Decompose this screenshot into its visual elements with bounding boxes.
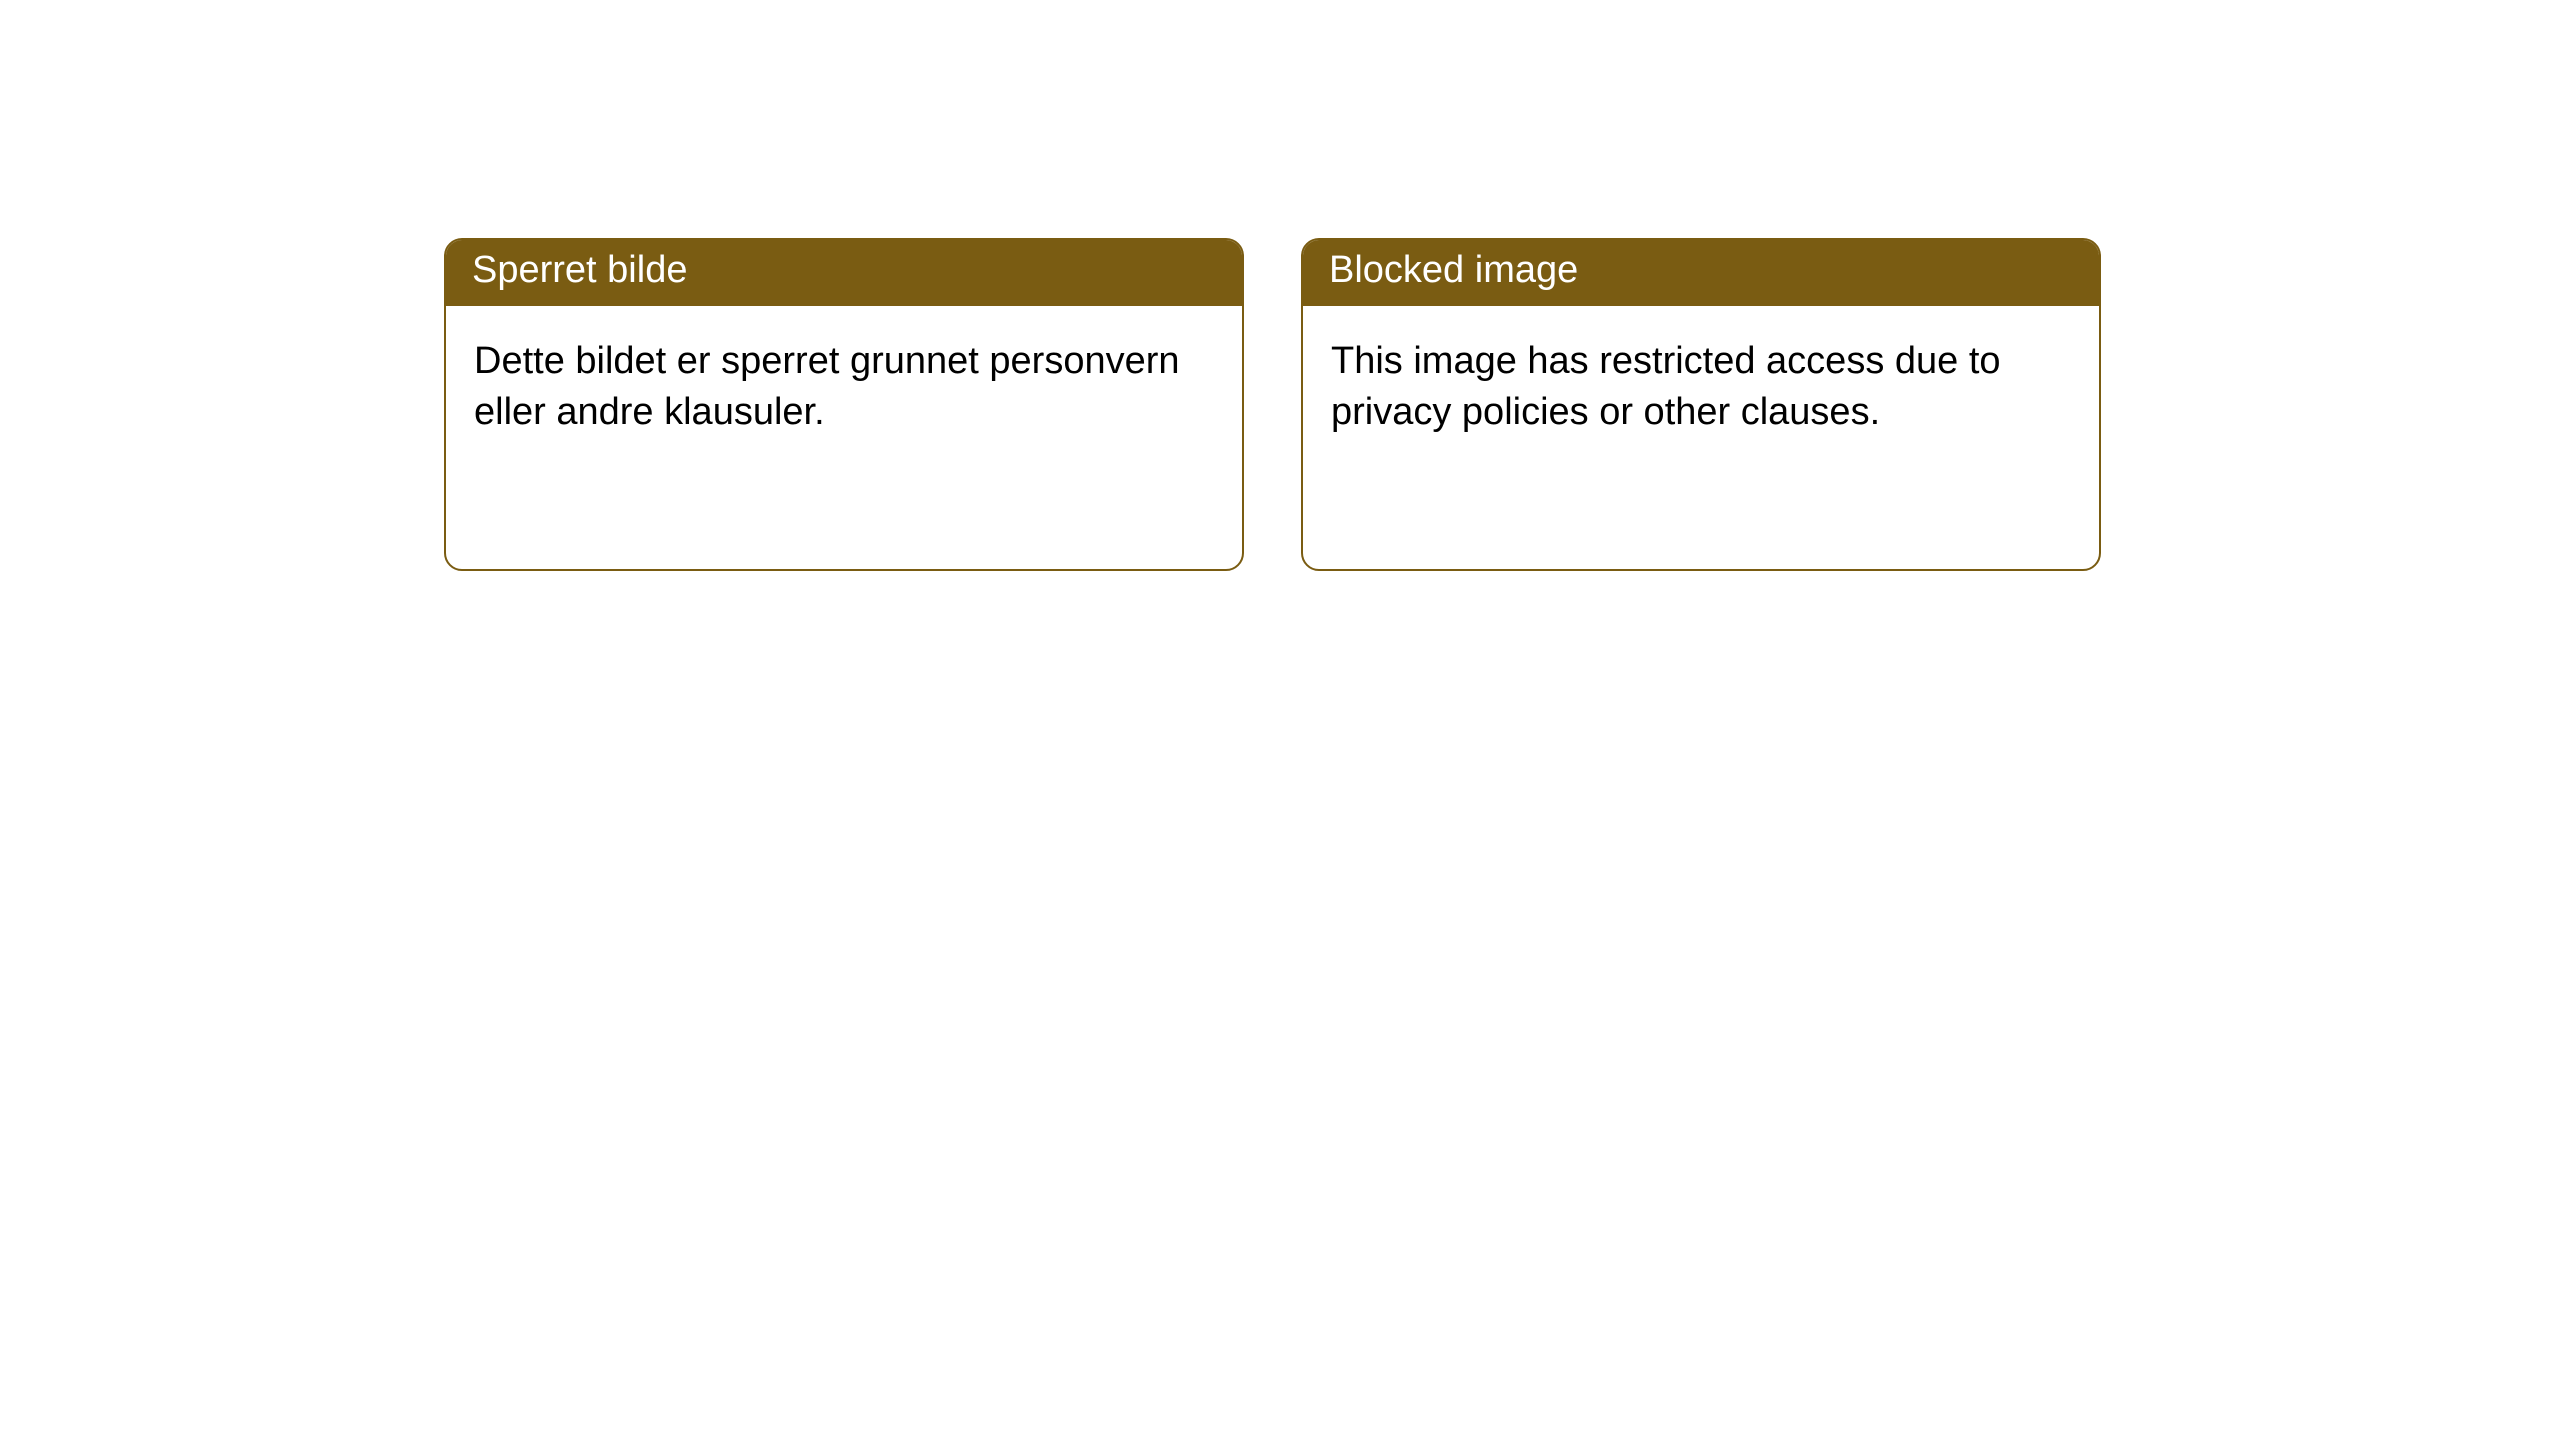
card-header: Blocked image	[1303, 240, 2099, 306]
card-body-text: This image has restricted access due to …	[1331, 340, 2001, 433]
card-header: Sperret bilde	[446, 240, 1242, 306]
card-title: Sperret bilde	[472, 249, 687, 291]
notice-container: Sperret bilde Dette bildet er sperret gr…	[0, 0, 2560, 571]
card-body: Dette bildet er sperret grunnet personve…	[446, 306, 1242, 469]
card-body-text: Dette bildet er sperret grunnet personve…	[474, 340, 1180, 433]
blocked-image-card-no: Sperret bilde Dette bildet er sperret gr…	[444, 238, 1244, 571]
card-title: Blocked image	[1329, 249, 1578, 291]
blocked-image-card-en: Blocked image This image has restricted …	[1301, 238, 2101, 571]
card-body: This image has restricted access due to …	[1303, 306, 2099, 469]
